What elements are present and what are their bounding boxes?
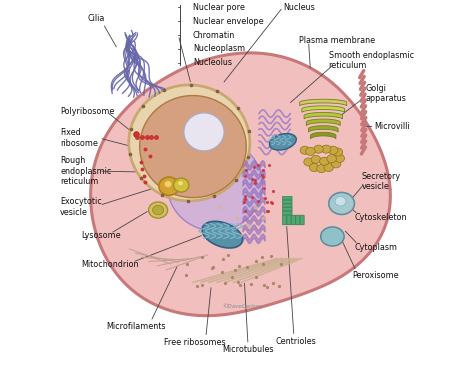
Ellipse shape <box>311 155 321 164</box>
Ellipse shape <box>335 196 346 206</box>
Ellipse shape <box>269 134 296 150</box>
Polygon shape <box>306 119 340 125</box>
Text: Cytoskeleton: Cytoskeleton <box>355 213 407 222</box>
Text: Exocytotic
vesicle: Exocytotic vesicle <box>60 198 102 217</box>
Polygon shape <box>309 126 338 132</box>
FancyBboxPatch shape <box>283 196 292 200</box>
Text: Peroxisome: Peroxisome <box>353 270 399 279</box>
Text: Lysosome: Lysosome <box>81 231 121 240</box>
FancyBboxPatch shape <box>300 215 304 225</box>
Text: Cytoplasm: Cytoplasm <box>355 243 397 252</box>
Polygon shape <box>300 99 347 106</box>
Text: Free ribosomes: Free ribosomes <box>164 338 226 347</box>
Ellipse shape <box>129 85 250 201</box>
Ellipse shape <box>333 148 343 156</box>
FancyBboxPatch shape <box>292 215 295 225</box>
FancyBboxPatch shape <box>283 208 292 211</box>
Ellipse shape <box>173 178 189 192</box>
Text: Rough
endoplasmic
reticulum: Rough endoplasmic reticulum <box>60 156 111 186</box>
Ellipse shape <box>167 139 263 231</box>
FancyBboxPatch shape <box>296 215 300 225</box>
Ellipse shape <box>310 164 319 172</box>
Text: Nucleolus: Nucleolus <box>193 58 232 67</box>
Text: Nucleus: Nucleus <box>283 3 315 11</box>
Ellipse shape <box>335 154 345 162</box>
Text: Nuclear pore: Nuclear pore <box>193 3 245 11</box>
Ellipse shape <box>148 202 168 218</box>
Text: Centrioles: Centrioles <box>275 337 316 346</box>
Ellipse shape <box>328 146 338 154</box>
Text: Polyribosome: Polyribosome <box>60 107 115 116</box>
Ellipse shape <box>321 227 344 246</box>
Ellipse shape <box>329 192 355 215</box>
Ellipse shape <box>327 155 337 163</box>
Ellipse shape <box>300 146 310 154</box>
Ellipse shape <box>321 145 331 153</box>
Ellipse shape <box>317 165 326 173</box>
Ellipse shape <box>178 181 183 186</box>
Ellipse shape <box>164 181 172 187</box>
Polygon shape <box>302 106 345 112</box>
Ellipse shape <box>184 113 224 151</box>
FancyBboxPatch shape <box>283 215 287 225</box>
FancyBboxPatch shape <box>283 204 292 207</box>
Ellipse shape <box>304 158 313 166</box>
Ellipse shape <box>202 221 243 248</box>
Text: Chromatin: Chromatin <box>193 30 235 40</box>
Polygon shape <box>304 112 342 119</box>
FancyBboxPatch shape <box>283 211 292 215</box>
Text: Microvilli: Microvilli <box>374 122 410 131</box>
Text: Microfilaments: Microfilaments <box>106 322 166 331</box>
Ellipse shape <box>153 205 164 215</box>
Text: Mitochondrion: Mitochondrion <box>81 259 138 269</box>
Text: Nucleoplasm: Nucleoplasm <box>193 44 245 53</box>
Text: Golgi
apparatus: Golgi apparatus <box>365 84 406 103</box>
Text: Plasma membrane: Plasma membrane <box>300 36 375 45</box>
Text: Fixed
ribosome: Fixed ribosome <box>60 128 98 148</box>
Ellipse shape <box>314 145 323 153</box>
Text: Cilia: Cilia <box>87 14 104 23</box>
FancyBboxPatch shape <box>287 215 291 225</box>
Text: Smooth endoplasmic
reticulum: Smooth endoplasmic reticulum <box>329 51 414 70</box>
Ellipse shape <box>306 147 315 155</box>
Polygon shape <box>91 53 390 316</box>
Polygon shape <box>310 132 336 139</box>
FancyBboxPatch shape <box>283 200 292 204</box>
Text: ©DaveCarlson: ©DaveCarlson <box>222 305 263 309</box>
Ellipse shape <box>319 157 329 165</box>
Ellipse shape <box>159 177 179 195</box>
Ellipse shape <box>140 95 246 198</box>
Text: Nuclear envelope: Nuclear envelope <box>193 17 264 26</box>
Ellipse shape <box>324 164 334 172</box>
Text: Microtubules: Microtubules <box>222 345 274 354</box>
Ellipse shape <box>331 160 341 168</box>
Text: Secretory
vesicle: Secretory vesicle <box>362 172 401 191</box>
